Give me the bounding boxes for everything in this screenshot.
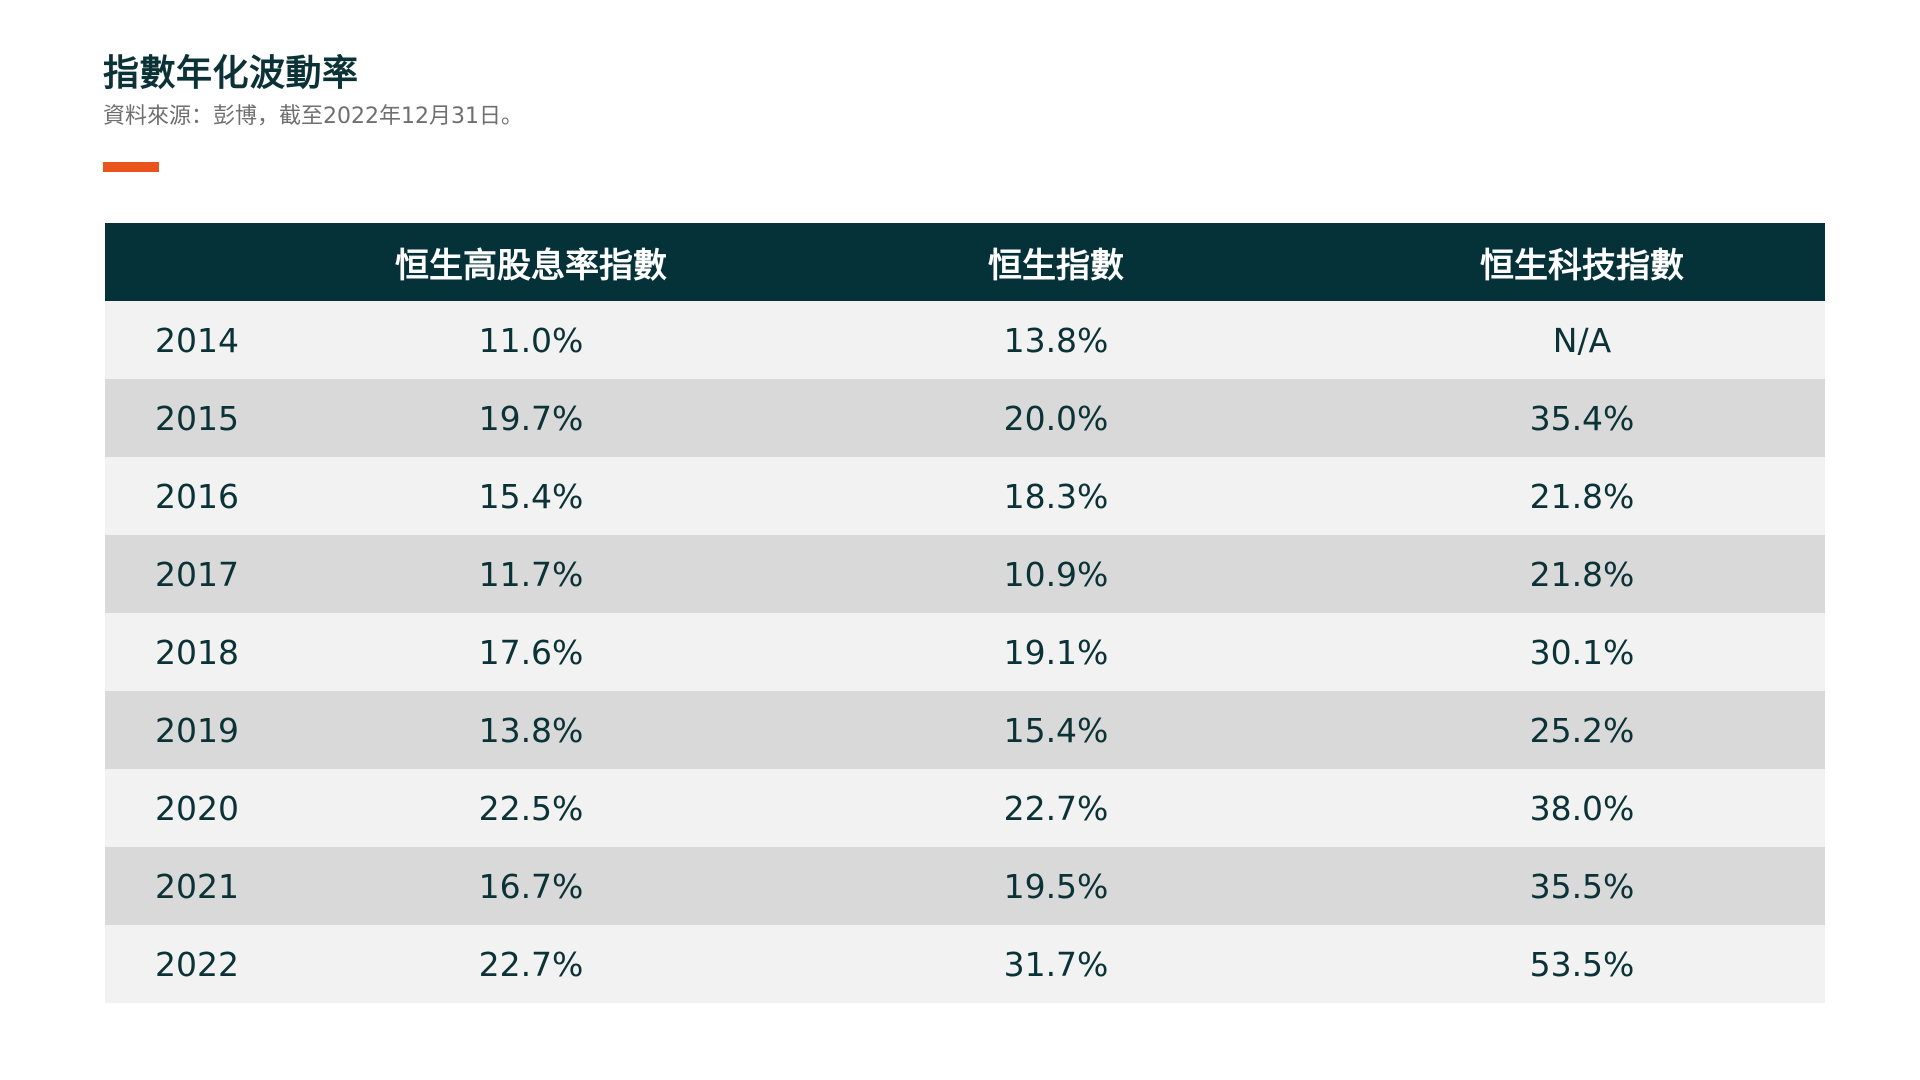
year-cell: 2014 [155, 320, 239, 360]
page-title: 指數年化波動率 [103, 53, 359, 94]
year-cell: 2022 [155, 944, 239, 984]
hstech-cell: 25.2% [1529, 710, 1635, 750]
hs-high-dividend-cell: 13.8% [478, 710, 584, 750]
table-row: 2016 15.4% 18.3% 21.8% [105, 457, 1825, 535]
table-row: 2020 22.5% 22.7% 38.0% [105, 769, 1825, 847]
hs-high-dividend-cell: 11.7% [478, 554, 584, 594]
hsi-cell: 19.1% [1003, 632, 1109, 672]
hstech-cell: 53.5% [1529, 944, 1635, 984]
year-cell: 2021 [155, 866, 239, 906]
hs-high-dividend-cell: 16.7% [478, 866, 584, 906]
volatility-table: 恒生高股息率指數 恒生指數 恒生科技指數 2014 11.0% 13.8% N/A 20… [105, 223, 1825, 1003]
year-cell: 2019 [155, 710, 239, 750]
table-header-row: 恒生高股息率指數 恒生指數 恒生科技指數 [105, 223, 1825, 301]
hstech-cell: 30.1% [1529, 632, 1635, 672]
table-row: 2015 19.7% 20.0% 35.4% [105, 379, 1825, 457]
year-cell: 2015 [155, 398, 239, 438]
accent-bar [103, 162, 159, 172]
table-row: 2019 13.8% 15.4% 25.2% [105, 691, 1825, 769]
hsi-cell: 20.0% [1003, 398, 1109, 438]
hstech-cell: 38.0% [1529, 788, 1635, 828]
header-cell-hsi: 恒生指數 [988, 245, 1124, 286]
hstech-cell: 21.8% [1529, 476, 1635, 516]
table-body: 2014 11.0% 13.8% N/A 2015 19.7% 20.0% 35.4% 2016… [105, 301, 1825, 1003]
hsi-cell: 13.8% [1003, 320, 1109, 360]
source-note: 資料來源：彭博，截至2022年12月31日。 [103, 104, 523, 129]
hs-high-dividend-cell: 17.6% [478, 632, 584, 672]
header-cell-hs-high-dividend: 恒生高股息率指數 [395, 245, 667, 286]
hsi-cell: 22.7% [1003, 788, 1109, 828]
hsi-cell: 18.3% [1003, 476, 1109, 516]
hs-high-dividend-cell: 22.7% [478, 944, 584, 984]
header-cell-hstech: 恒生科技指數 [1480, 245, 1684, 286]
hs-high-dividend-cell: 22.5% [478, 788, 584, 828]
hsi-cell: 10.9% [1003, 554, 1109, 594]
hs-high-dividend-cell: 19.7% [478, 398, 584, 438]
year-cell: 2018 [155, 632, 239, 672]
table-row: 2017 11.7% 10.9% 21.8% [105, 535, 1825, 613]
hsi-cell: 19.5% [1003, 866, 1109, 906]
hs-high-dividend-cell: 11.0% [478, 320, 584, 360]
hstech-cell: 35.5% [1529, 866, 1635, 906]
hstech-cell: N/A [1552, 320, 1612, 360]
hstech-cell: 21.8% [1529, 554, 1635, 594]
year-cell: 2017 [155, 554, 239, 594]
year-cell: 2020 [155, 788, 239, 828]
hs-high-dividend-cell: 15.4% [478, 476, 584, 516]
hsi-cell: 31.7% [1003, 944, 1109, 984]
table-row: 2021 16.7% 19.5% 35.5% [105, 847, 1825, 925]
table-row: 2022 22.7% 31.7% 53.5% [105, 925, 1825, 1003]
table-row: 2014 11.0% 13.8% N/A [105, 301, 1825, 379]
hsi-cell: 15.4% [1003, 710, 1109, 750]
year-cell: 2016 [155, 476, 239, 516]
hstech-cell: 35.4% [1529, 398, 1635, 438]
table-row: 2018 17.6% 19.1% 30.1% [105, 613, 1825, 691]
